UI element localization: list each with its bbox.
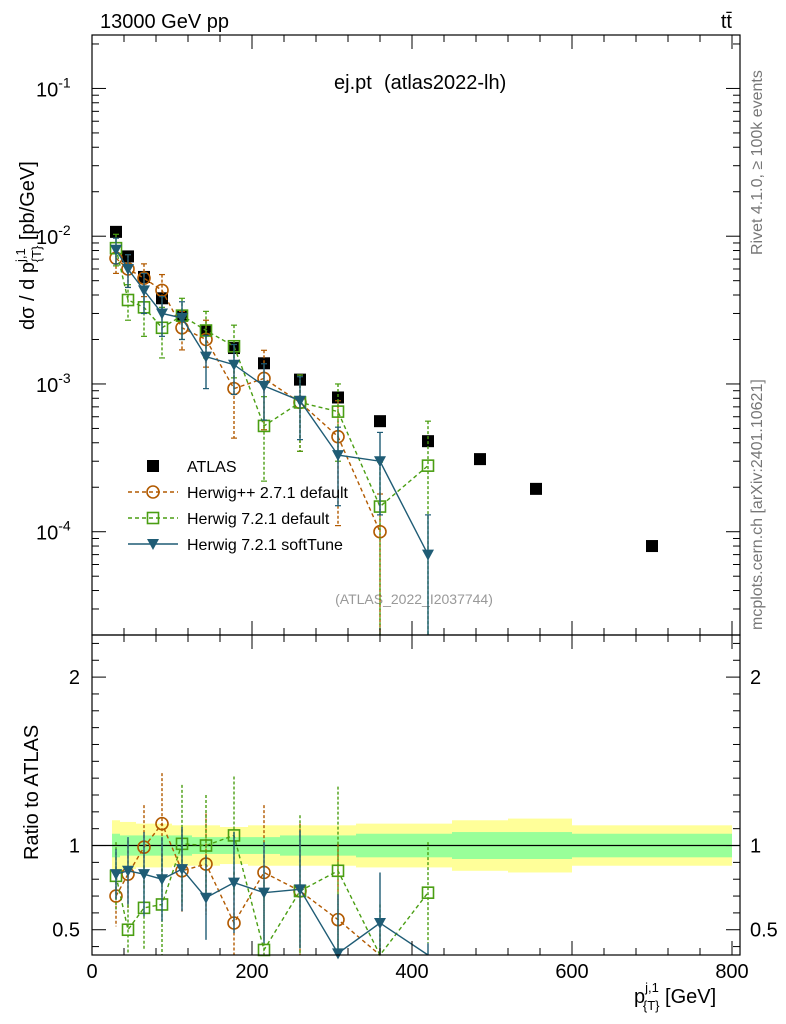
y-tick-label: 10-1 (36, 74, 71, 101)
data-point (200, 892, 212, 904)
data-point (147, 539, 159, 550)
data-point (422, 549, 434, 561)
data-point (530, 482, 542, 495)
data-point (374, 415, 386, 428)
x-tick-label: 200 (235, 961, 268, 983)
data-point (110, 869, 122, 881)
data-point (421, 459, 435, 472)
ratio-y-tick-label: 1 (750, 836, 761, 858)
mcplots-label: mcplots.cern.ch [arXiv:2401.10621] (749, 379, 766, 630)
data-point (331, 405, 345, 418)
energy-label: 13000 GeV pp (100, 11, 229, 33)
analysis-id: (ATLAS_2022_I2037744) (335, 591, 493, 607)
plot-title: ej.pt (334, 72, 372, 94)
ratio-plot-area (92, 818, 740, 873)
data-point (121, 293, 135, 307)
ratio-y-tick-label: 2 (69, 667, 80, 689)
y-tick-label: 10-3 (36, 370, 71, 397)
series-line (115, 248, 429, 508)
x-tick-label: 800 (715, 961, 748, 983)
ratio-y-tick-label: 0.5 (52, 920, 80, 942)
ratio-y-tick-label: 0.5 (750, 920, 778, 942)
legend-label-herwigpp: Herwig++ 2.7.1 default (187, 485, 349, 502)
process-label: tt̄ (721, 11, 733, 33)
ratio-y-tick-label: 1 (69, 836, 80, 858)
ratio-line (115, 834, 429, 957)
series-softtune (110, 237, 434, 635)
main-series (109, 225, 658, 635)
data-point (258, 380, 270, 392)
y-tick-label: 10-4 (36, 518, 71, 545)
data-point (110, 244, 122, 256)
x-tick-label: 400 (395, 961, 428, 983)
data-point (146, 511, 160, 525)
data-point (156, 874, 168, 886)
ratio-frame (91, 634, 741, 956)
data-point (332, 948, 344, 960)
data-point (199, 839, 213, 852)
data-point (176, 864, 188, 876)
data-point (200, 351, 212, 363)
data-point (331, 864, 345, 878)
data-point (156, 308, 168, 320)
data-point (176, 312, 188, 324)
legend-label-atlas: ATLAS (187, 459, 237, 476)
ratio-axis-title: Ratio to ATLAS (21, 725, 43, 860)
x-tick-label: 0 (86, 961, 97, 983)
data-point (258, 887, 270, 899)
y-tick-label: 10-2 (36, 222, 71, 249)
data-point (121, 923, 135, 937)
data-point (138, 285, 150, 297)
legend-label-herwig72: Herwig 7.2.1 default (187, 511, 330, 528)
data-point (147, 460, 159, 472)
data-point (332, 450, 344, 462)
x-tick-label: 600 (555, 961, 588, 983)
data-point (228, 877, 240, 889)
data-point (294, 395, 306, 407)
data-point (155, 816, 169, 831)
legend-label-softtune: Herwig 7.2.1 softTune (187, 537, 343, 554)
data-point (122, 865, 134, 877)
data-point (374, 456, 386, 468)
rivet-label: Rivet 4.1.0, ≥ 100k events (749, 70, 766, 255)
data-point (146, 485, 160, 499)
y-axis-title: dσ / d pj,1{T} [pb/GeV] (13, 161, 44, 330)
data-point (138, 869, 150, 881)
data-point (228, 359, 240, 371)
x-axis-title: pj,1 {T} [GeV] (634, 980, 716, 1013)
analysis-tag: (atlas2022-lh) (384, 72, 506, 94)
ratio-series-softtune (110, 827, 429, 960)
data-point (421, 886, 435, 899)
series-herwigpp (109, 245, 387, 635)
data-point (294, 884, 306, 896)
data-point (122, 263, 134, 275)
data-point (374, 918, 386, 929)
ratio-y-tick-label: 2 (750, 667, 761, 689)
data-point (646, 540, 658, 553)
ratio-series (109, 773, 435, 960)
data-point (474, 453, 486, 466)
legend: ATLAS Herwig++ 2.7.1 default Herwig 7.2.1 … (128, 459, 349, 554)
